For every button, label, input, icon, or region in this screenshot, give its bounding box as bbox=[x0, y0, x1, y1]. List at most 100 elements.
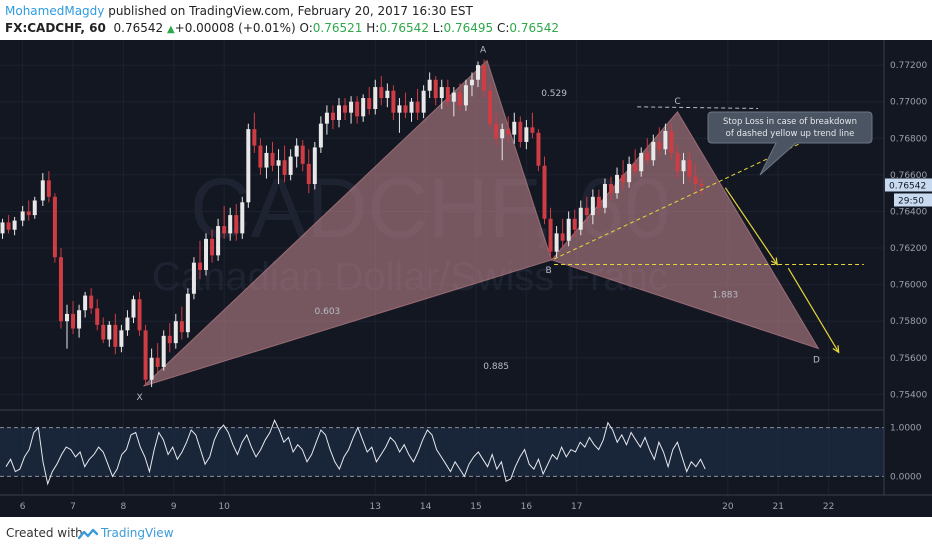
candle-body bbox=[107, 324, 112, 340]
time-tick-label: 17 bbox=[571, 502, 582, 512]
price-chart[interactable]: CADCHF, 60 Canadian Dollar/Swiss Franc X… bbox=[0, 40, 932, 517]
tradingview-brand[interactable]: TradingView bbox=[101, 526, 174, 540]
candle-body bbox=[312, 147, 317, 185]
candle-body bbox=[288, 156, 293, 175]
candle-body bbox=[572, 218, 577, 230]
stop-loss-callout[interactable]: Stop Loss in case of breakdown of dashed… bbox=[707, 111, 873, 176]
candle-body bbox=[349, 101, 354, 113]
candle-body bbox=[675, 152, 680, 172]
candle-body bbox=[173, 321, 178, 344]
candle-down bbox=[137, 291, 142, 336]
candle-body bbox=[536, 132, 541, 166]
candle-body bbox=[397, 105, 402, 113]
candle-body bbox=[179, 321, 184, 333]
candle-body bbox=[530, 127, 535, 133]
candle-up bbox=[324, 105, 329, 135]
candle-down bbox=[306, 149, 311, 194]
candle-body bbox=[385, 90, 390, 99]
candle-body bbox=[282, 160, 287, 175]
candle-body bbox=[210, 238, 215, 256]
candle-up bbox=[77, 304, 82, 338]
candle-down bbox=[536, 129, 541, 172]
symbol-line: FX:CADCHF, 60 0.76542 ▲+0.00008 (+0.01%)… bbox=[5, 21, 559, 35]
chart-header: MohamedMagdy published on TradingView.co… bbox=[0, 0, 932, 40]
candle-down bbox=[560, 218, 565, 249]
candle-body bbox=[240, 202, 245, 234]
resistance-line-dashed[interactable] bbox=[637, 106, 759, 109]
tradingview-logo-icon bbox=[78, 528, 98, 540]
candle-up bbox=[83, 291, 88, 318]
candle-body bbox=[270, 152, 275, 166]
candle-down bbox=[457, 83, 462, 111]
projection-arrow[interactable] bbox=[724, 187, 778, 266]
time-tick-label: 7 bbox=[70, 502, 76, 512]
last-price-tag-label: 0.76542 bbox=[889, 181, 926, 191]
candle-up bbox=[385, 83, 390, 108]
candle-body bbox=[500, 129, 505, 139]
candle-body bbox=[101, 324, 106, 340]
author-link[interactable]: MohamedMagdy bbox=[5, 4, 105, 18]
candle-down bbox=[300, 140, 305, 172]
candle-body bbox=[578, 207, 583, 230]
oscillator-panel bbox=[0, 409, 932, 486]
candle-body bbox=[64, 313, 69, 322]
candle-body bbox=[548, 218, 553, 252]
candle-up bbox=[349, 96, 354, 124]
pattern-point-a: A bbox=[480, 46, 487, 56]
candle-up bbox=[397, 98, 402, 133]
candle-body bbox=[20, 211, 25, 221]
trend-line-dashed[interactable] bbox=[553, 141, 804, 260]
publish-line: MohamedMagdy published on TradingView.co… bbox=[5, 4, 473, 18]
candle-body bbox=[58, 257, 63, 322]
last-price: 0.76542 bbox=[113, 21, 164, 35]
countdown-tag-label: 29:50 bbox=[898, 196, 924, 206]
candle-down bbox=[584, 196, 589, 223]
candle-up bbox=[119, 324, 124, 353]
candle-body bbox=[234, 215, 239, 234]
candle-up bbox=[318, 116, 323, 153]
candle-body bbox=[566, 218, 571, 241]
candle-body bbox=[95, 308, 100, 325]
arrow-shaft bbox=[724, 187, 778, 265]
candle-up bbox=[427, 72, 432, 99]
close-value: 0.76542 bbox=[509, 21, 560, 35]
candle-body bbox=[693, 176, 698, 185]
candle-down bbox=[355, 96, 360, 124]
candle-body bbox=[52, 196, 57, 258]
candle-body bbox=[608, 184, 613, 194]
candle-up bbox=[149, 348, 154, 388]
price-tick-label: 0.75600 bbox=[890, 354, 927, 364]
candle-body bbox=[590, 196, 595, 216]
candle-up bbox=[463, 79, 468, 111]
candle-down bbox=[608, 176, 613, 201]
fib-ratio-label: 1.883 bbox=[712, 290, 738, 300]
fib-ratio-label: 0.603 bbox=[315, 307, 341, 317]
candle-body bbox=[403, 105, 408, 113]
candle-down bbox=[197, 240, 202, 280]
candle-body bbox=[324, 112, 329, 124]
candle-body bbox=[46, 180, 51, 197]
candle-body bbox=[651, 141, 656, 161]
candle-down bbox=[379, 76, 384, 106]
candle-up bbox=[32, 196, 37, 219]
open-label: O: bbox=[299, 21, 313, 35]
time-tick-label: 13 bbox=[370, 502, 381, 512]
candle-body bbox=[143, 330, 148, 380]
candle-up bbox=[264, 145, 269, 179]
trend-lines[interactable] bbox=[553, 106, 864, 354]
candle-body bbox=[6, 222, 11, 230]
candle-down bbox=[687, 152, 692, 183]
oscillator-tick-label: 1.0000 bbox=[890, 424, 922, 434]
fib-ratio-label: 0.529 bbox=[541, 89, 567, 99]
created-with-label: Created with bbox=[6, 526, 83, 540]
candle-up bbox=[627, 156, 632, 188]
pattern-triangle-bcd[interactable] bbox=[550, 110, 820, 350]
candle-down bbox=[71, 301, 76, 335]
close-label: C: bbox=[496, 21, 510, 35]
harmonic-pattern[interactable] bbox=[143, 59, 820, 387]
footer: Created with TradingView bbox=[0, 517, 932, 550]
projection-arrow[interactable] bbox=[787, 267, 840, 354]
pattern-triangle-xab[interactable] bbox=[143, 59, 553, 387]
candle-up bbox=[500, 123, 505, 161]
candle-up bbox=[578, 200, 583, 236]
